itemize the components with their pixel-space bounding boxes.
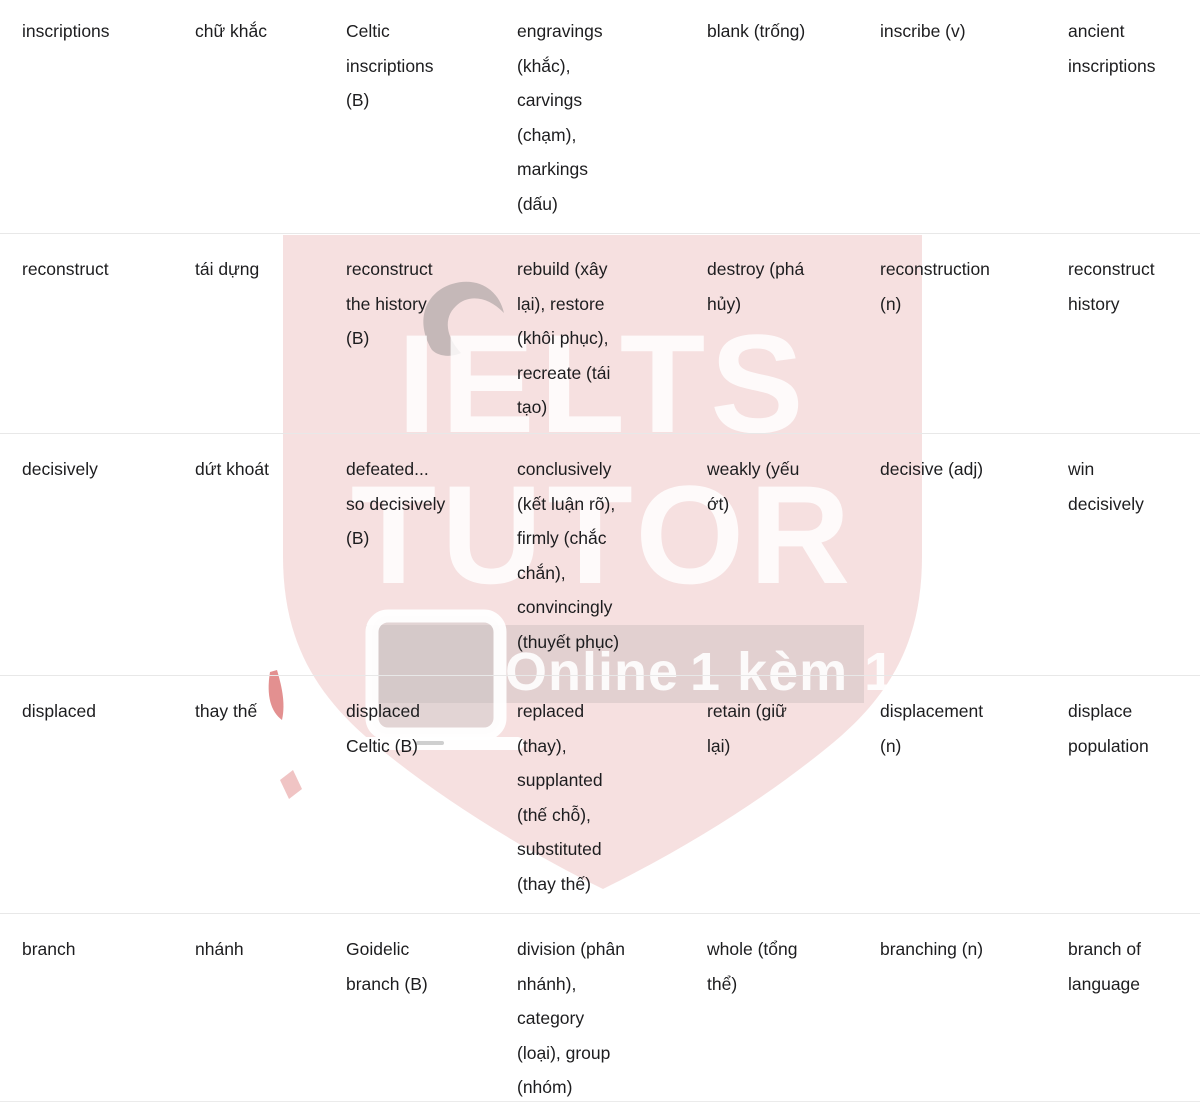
cell-meaning: thay thế xyxy=(195,701,258,721)
table-row: displaced thay thế displaced Celtic (B) … xyxy=(0,675,1200,913)
cell-collocation: branch of language xyxy=(1068,939,1141,994)
cell-word: decisively xyxy=(22,459,98,479)
cell-word-form: reconstruction (n) xyxy=(880,259,990,314)
cell-word: reconstruct xyxy=(22,259,109,279)
cell-antonym: destroy (phá hủy) xyxy=(707,259,805,314)
cell-word-form: branching (n) xyxy=(880,939,984,959)
cell-example: displaced Celtic (B) xyxy=(346,701,420,756)
cell-meaning: dứt khoát xyxy=(195,459,269,479)
cell-word-form: displacement (n) xyxy=(880,701,984,756)
cell-word-form: inscribe (v) xyxy=(880,21,966,41)
cell-meaning: nhánh xyxy=(195,939,244,959)
cell-synonyms: division (phân nhánh), category (loại), … xyxy=(517,939,625,1097)
cell-word: inscriptions xyxy=(22,21,110,41)
cell-collocation: displace population xyxy=(1068,701,1149,756)
cell-word-form: decisive (adj) xyxy=(880,459,984,479)
table-row: inscriptions chữ khắc Celtic inscription… xyxy=(0,0,1200,233)
cell-example: Celtic inscriptions (B) xyxy=(346,21,434,110)
cell-antonym: whole (tổng thể) xyxy=(707,939,798,994)
table-row: branch nhánh Goidelic branch (B) divisio… xyxy=(0,913,1200,1106)
table-row: reconstruct tái dựng reconstruct the his… xyxy=(0,233,1200,433)
cell-example: Goidelic branch (B) xyxy=(346,939,428,994)
cell-synonyms: engravings (khắc), carvings (chạm), mark… xyxy=(517,21,603,214)
cell-synonyms: rebuild (xây lại), restore (khôi phục), … xyxy=(517,259,611,417)
cell-word: displaced xyxy=(22,701,96,721)
cell-synonyms: replaced (thay), supplanted (thế chỗ), s… xyxy=(517,701,603,894)
cell-word: branch xyxy=(22,939,76,959)
cell-collocation: ancient inscriptions xyxy=(1068,21,1156,76)
cell-meaning: chữ khắc xyxy=(195,21,268,41)
cell-collocation: win decisively xyxy=(1068,459,1144,514)
cell-example: reconstruct the history (B) xyxy=(346,259,433,348)
table-row: decisively dứt khoát defeated... so deci… xyxy=(0,433,1200,675)
cell-antonym: weakly (yếu ớt) xyxy=(707,459,800,514)
cell-antonym: blank (trống) xyxy=(707,21,806,41)
table-bottom-border xyxy=(0,1101,1200,1102)
cell-collocation: reconstruct history xyxy=(1068,259,1155,314)
cell-synonyms: conclusively (kết luận rõ), firmly (chắc… xyxy=(517,459,620,652)
cell-antonym: retain (giữ lại) xyxy=(707,701,787,756)
cell-example: defeated... so decisively (B) xyxy=(346,459,446,548)
cell-meaning: tái dựng xyxy=(195,259,260,279)
